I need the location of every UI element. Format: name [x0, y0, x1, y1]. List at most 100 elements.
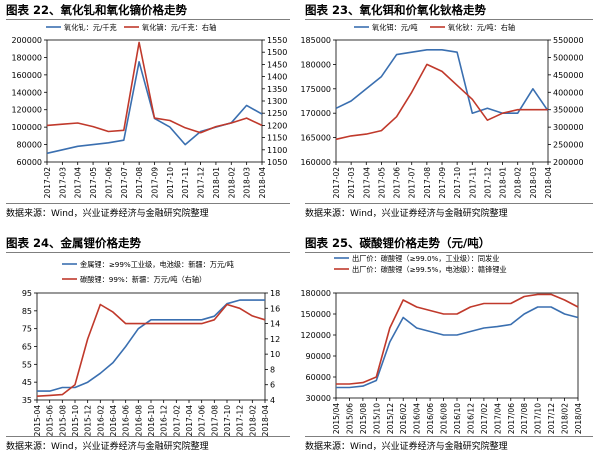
x-tick-label: 2017/12 [547, 403, 556, 434]
title-rule-22 [6, 19, 290, 20]
y-tick-label: 165000 [300, 134, 331, 143]
x-tick-label: 2015/12 [386, 403, 395, 434]
source-rule-22 [6, 203, 290, 204]
x-tick-label: 2015-12 [84, 405, 93, 437]
x-tick-label: 2018-04 [258, 167, 267, 199]
x-tick-label: 2018-03 [529, 167, 538, 199]
x-tick-label: 2017-04 [362, 167, 371, 199]
legend-label: 出厂价：碳酸锂（≥99.5%，电池级）：赣锋锂业 [352, 265, 507, 274]
x-tick-label: 2016-04 [109, 405, 118, 437]
y2-tick-label: 1150 [267, 134, 287, 143]
x-tick-label: 2016/10 [453, 403, 462, 434]
y-tick-label: 100000 [11, 123, 42, 132]
y-tick-label: 45 [22, 378, 32, 387]
x-tick-label: 2017-06 [198, 405, 207, 437]
x-tick-label: 2017-05 [89, 167, 98, 199]
y-tick-label: 180000 [11, 53, 42, 62]
x-tick-label: 2018-04 [544, 167, 553, 199]
x-tick-label: 2018-04 [261, 405, 270, 437]
x-tick-label: 2017-12 [236, 405, 245, 437]
plot-frame [335, 39, 549, 163]
x-tick-label: 2017-12 [197, 167, 206, 199]
y-tick-label: 30000 [306, 394, 331, 403]
y-tick-label: 150000 [300, 310, 331, 319]
x-tick-label: 2016/04 [413, 403, 422, 434]
x-tick-label: 2016-02 [96, 405, 105, 437]
chart-2: 35 45 55 65 75 85 95 4 6 8 10 12 14 16 18 2015-04 2015-0… [22, 260, 280, 436]
x-tick-label: 2017/02 [480, 403, 489, 434]
series-line-1 [336, 293, 579, 385]
y2-tick-label: 350000 [553, 106, 584, 115]
y-tick-label: 85 [22, 307, 32, 316]
x-tick-label: 2018/04 [574, 403, 583, 434]
legend-label: 金属锂：≥99%工业级，电池级：新疆：万元/吨 [80, 260, 234, 269]
series-line-0 [335, 49, 549, 114]
y2-tick-label: 1450 [267, 60, 287, 69]
x-tick-label: 2018-02 [248, 405, 257, 437]
x-tick-label: 2016/12 [466, 403, 475, 434]
y2-tick-label: 1550 [267, 36, 287, 45]
x-tick-label: 2015/04 [332, 403, 341, 434]
y2-tick-label: 10 [270, 350, 280, 359]
y2-tick-label: 1200 [267, 121, 287, 130]
x-tick-label: 2016-08 [134, 405, 143, 437]
series-line-1 [46, 41, 263, 134]
x-tick-label: 2017-10 [453, 167, 462, 199]
source-note-23: 数据来源：Wind，兴业证券经济与金融研究院整理 [305, 209, 508, 219]
y2-tick-label: 1500 [267, 48, 287, 57]
series-line-0 [37, 299, 265, 392]
y-tick-label: 95 [22, 289, 32, 298]
y2-tick-label: 16 [270, 304, 280, 313]
y-tick-label: 60000 [17, 158, 42, 167]
x-tick-label: 2017-09 [151, 167, 160, 199]
y2-tick-label: 6 [270, 381, 275, 390]
y2-tick-label: 18 [270, 289, 280, 298]
x-tick-label: 2017-07 [408, 167, 417, 199]
title-rule-25 [305, 252, 593, 253]
x-tick-label: 2018-01 [212, 167, 221, 199]
y2-tick-label: 450000 [553, 71, 584, 80]
y-tick-label: 75 [22, 325, 32, 334]
x-tick-label: 2017-09 [438, 167, 447, 199]
y2-tick-label: 1400 [267, 73, 287, 82]
y2-tick-label: 550000 [553, 36, 584, 45]
panel-title-23: 图表 23、氧化铒和价氧化钬格走势 [305, 3, 487, 17]
plot-frame [46, 39, 263, 163]
x-tick-label: 2017/04 [493, 403, 502, 434]
x-tick-label: 2017-02 [172, 405, 181, 437]
y2-tick-label: 400000 [553, 88, 584, 97]
x-tick-label: 2018-02 [514, 167, 523, 199]
y-tick-label: 180000 [300, 289, 331, 298]
x-tick-label: 2018-02 [227, 167, 236, 199]
legend-label: 氧化钆：元/千克 [64, 23, 117, 32]
y2-tick-label: 12 [270, 335, 280, 344]
x-tick-label: 2017-03 [347, 167, 356, 199]
x-tick-label: 2017/08 [520, 403, 529, 434]
x-tick-label: 2015-04 [33, 405, 42, 437]
y-tick-label: 185000 [300, 36, 331, 45]
x-tick-label: 2018/02 [561, 403, 570, 434]
y-tick-label: 140000 [11, 88, 42, 97]
series-line-0 [46, 61, 263, 155]
x-tick-label: 2017-08 [423, 167, 432, 199]
legend-label: 氧化钬：元/吨：右轴 [448, 23, 515, 32]
x-tick-label: 2017-08 [210, 405, 219, 437]
y-tick-label: 160000 [11, 71, 42, 80]
y2-tick-label: 500000 [553, 53, 584, 62]
y-tick-label: 180000 [300, 60, 331, 69]
x-tick-label: 2016-10 [147, 405, 156, 437]
x-tick-label: 2015-06 [46, 405, 55, 437]
x-tick-label: 2018-03 [243, 167, 252, 199]
x-tick-label: 2017-06 [393, 167, 402, 199]
chart-1: 160000 165000 170000 175000 180000 185000 2000… [300, 23, 583, 198]
y2-tick-label: 1100 [267, 146, 287, 155]
x-tick-label: 2017-04 [185, 405, 194, 437]
x-tick-label: 2017-05 [377, 167, 386, 199]
series-line-0 [336, 306, 579, 389]
plot-frame [36, 292, 266, 401]
x-tick-label: 2016-12 [160, 405, 169, 437]
title-rule-23 [305, 19, 593, 20]
y-tick-label: 90000 [306, 352, 331, 361]
x-tick-label: 2017-02 [332, 167, 341, 199]
x-tick-label: 2017/10 [534, 403, 543, 434]
